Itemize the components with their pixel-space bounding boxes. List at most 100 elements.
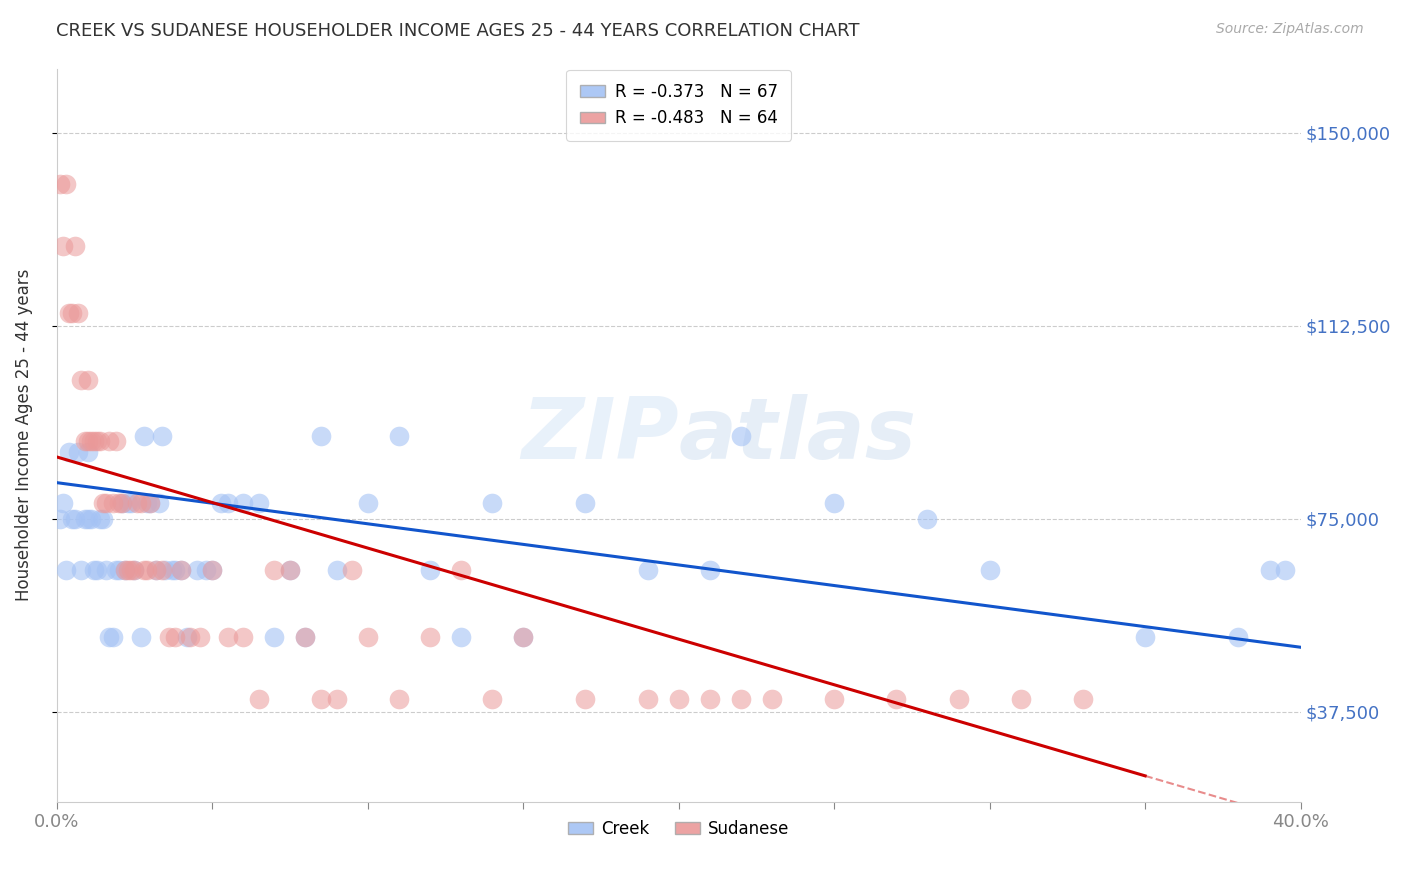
Point: [668, 691, 690, 706]
Point: [217, 630, 239, 644]
Point: [325, 691, 347, 706]
Point: [388, 429, 411, 443]
Point: [48, 178, 70, 192]
Point: [948, 691, 970, 706]
Point: [325, 563, 347, 577]
Point: [145, 563, 167, 577]
Point: [91, 496, 114, 510]
Point: [104, 563, 127, 577]
Point: [294, 630, 316, 644]
Text: atlas: atlas: [679, 393, 917, 476]
Point: [76, 373, 98, 387]
Point: [419, 630, 441, 644]
Point: [80, 434, 103, 449]
Point: [979, 563, 1001, 577]
Point: [278, 563, 301, 577]
Point: [217, 496, 239, 510]
Point: [263, 563, 285, 577]
Point: [1258, 563, 1281, 577]
Point: [294, 630, 316, 644]
Point: [139, 496, 162, 510]
Point: [1133, 630, 1156, 644]
Point: [86, 434, 108, 449]
Point: [356, 496, 378, 510]
Point: [263, 630, 285, 644]
Point: [512, 630, 534, 644]
Point: [340, 563, 363, 577]
Point: [129, 630, 152, 644]
Point: [124, 563, 146, 577]
Point: [83, 434, 105, 449]
Point: [104, 434, 127, 449]
Point: [80, 511, 103, 525]
Point: [58, 306, 80, 320]
Point: [111, 496, 134, 510]
Point: [209, 496, 232, 510]
Point: [117, 496, 139, 510]
Point: [52, 239, 75, 253]
Point: [127, 496, 149, 510]
Point: [699, 563, 721, 577]
Point: [101, 630, 124, 644]
Point: [730, 429, 752, 443]
Point: [188, 630, 211, 644]
Point: [179, 630, 201, 644]
Point: [823, 496, 845, 510]
Point: [52, 496, 75, 510]
Point: [67, 306, 90, 320]
Point: [450, 630, 472, 644]
Point: [574, 496, 596, 510]
Point: [76, 444, 98, 458]
Point: [163, 563, 186, 577]
Point: [73, 511, 96, 525]
Point: [132, 563, 155, 577]
Point: [67, 444, 90, 458]
Point: [886, 691, 908, 706]
Point: [170, 563, 193, 577]
Point: [114, 563, 136, 577]
Text: Source: ZipAtlas.com: Source: ZipAtlas.com: [1216, 22, 1364, 37]
Point: [574, 691, 596, 706]
Point: [247, 691, 270, 706]
Point: [108, 496, 131, 510]
Point: [170, 563, 193, 577]
Y-axis label: Householder Income Ages 25 - 44 years: Householder Income Ages 25 - 44 years: [15, 268, 32, 601]
Point: [96, 496, 118, 510]
Point: [58, 444, 80, 458]
Point: [388, 691, 411, 706]
Point: [160, 563, 183, 577]
Text: CREEK VS SUDANESE HOUSEHOLDER INCOME AGES 25 - 44 YEARS CORRELATION CHART: CREEK VS SUDANESE HOUSEHOLDER INCOME AGE…: [56, 22, 859, 40]
Point: [278, 563, 301, 577]
Point: [157, 630, 180, 644]
Point: [186, 563, 208, 577]
Point: [512, 630, 534, 644]
Point: [55, 563, 77, 577]
Point: [481, 691, 503, 706]
Point: [139, 496, 162, 510]
Point: [101, 496, 124, 510]
Point: [481, 496, 503, 510]
Point: [148, 496, 170, 510]
Point: [150, 563, 173, 577]
Point: [232, 496, 254, 510]
Point: [83, 563, 105, 577]
Point: [309, 691, 332, 706]
Point: [823, 691, 845, 706]
Point: [1274, 563, 1296, 577]
Point: [232, 630, 254, 644]
Point: [1010, 691, 1032, 706]
Point: [201, 563, 224, 577]
Point: [419, 563, 441, 577]
Point: [1071, 691, 1094, 706]
Point: [108, 563, 131, 577]
Legend: Creek, Sudanese: Creek, Sudanese: [561, 814, 796, 845]
Point: [155, 563, 177, 577]
Point: [91, 511, 114, 525]
Point: [450, 563, 472, 577]
Point: [730, 691, 752, 706]
Point: [98, 630, 121, 644]
Point: [247, 496, 270, 510]
Point: [70, 373, 93, 387]
Point: [163, 630, 186, 644]
Point: [194, 563, 217, 577]
